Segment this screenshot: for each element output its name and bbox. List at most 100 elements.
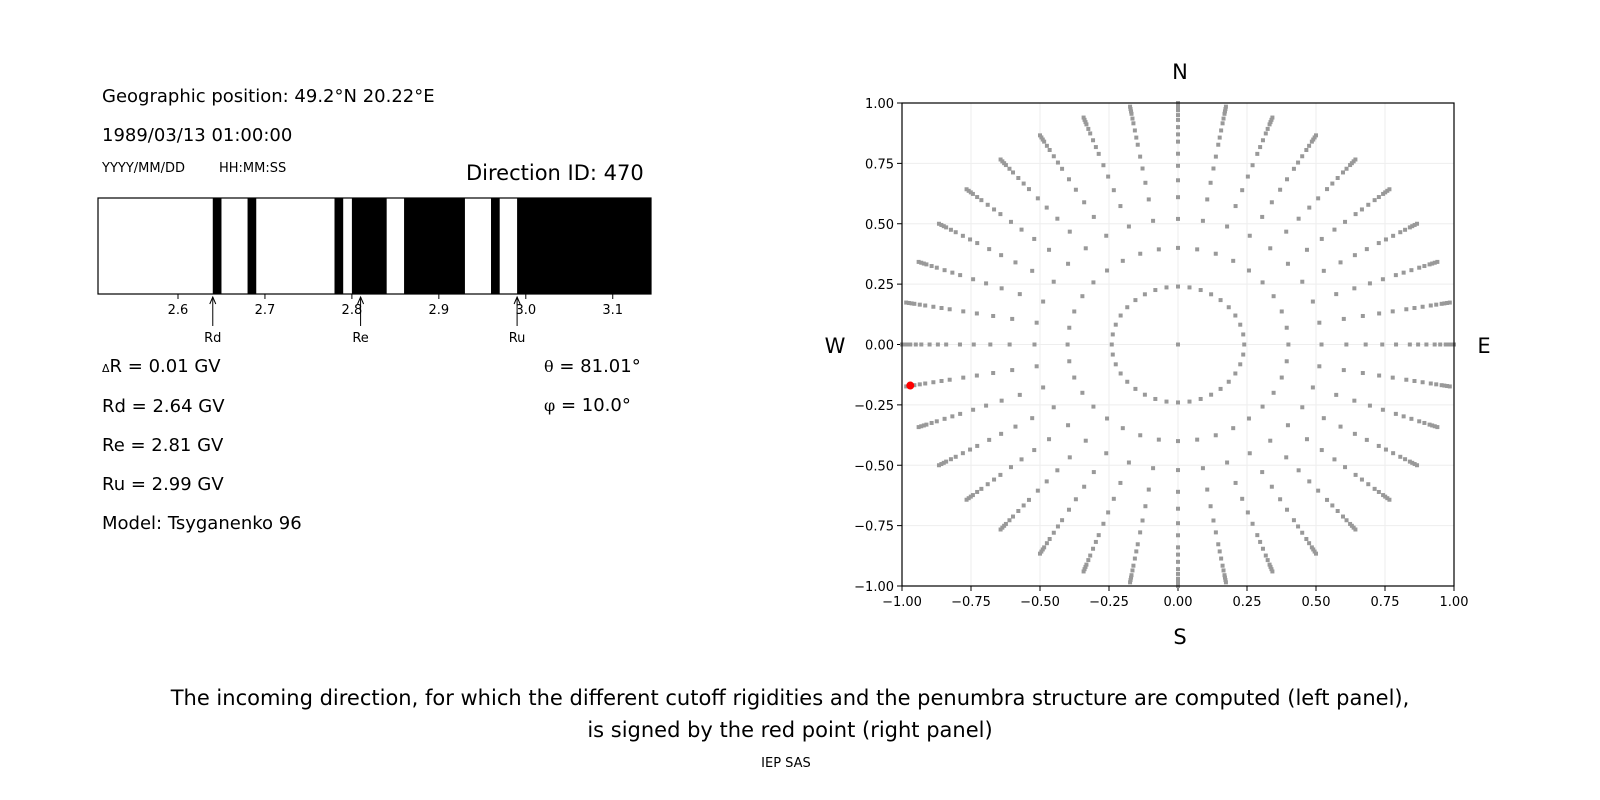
model: Model: Tsyganenko 96 — [102, 513, 302, 534]
data-point — [1187, 399, 1192, 404]
data-point — [1300, 154, 1305, 159]
forbidden-band — [334, 198, 344, 294]
compass-e: E — [1477, 334, 1490, 358]
data-point — [931, 380, 936, 385]
data-point — [1164, 399, 1169, 404]
data-point — [1447, 384, 1452, 389]
data-point — [1093, 539, 1098, 544]
data-point — [1285, 507, 1290, 512]
data-point — [1101, 521, 1106, 526]
data-point — [1268, 120, 1273, 125]
data-point — [1430, 261, 1435, 266]
data-point — [1263, 131, 1268, 136]
data-point — [1176, 216, 1180, 221]
x-tick-label: 3.0 — [515, 303, 536, 318]
direction-chart: −1.00−1.00 −0.75 −0.75 −0.50 −0.50 −0.25 −0.25… — [825, 60, 1491, 649]
data-point — [1258, 145, 1263, 150]
data-point — [931, 304, 936, 309]
data-point — [1319, 448, 1324, 453]
data-point — [1250, 521, 1255, 526]
data-point — [1035, 488, 1040, 493]
data-point — [1335, 508, 1340, 513]
data-point — [1176, 571, 1180, 576]
data-point — [1086, 558, 1091, 563]
data-point — [1034, 320, 1039, 325]
data-point — [1146, 487, 1151, 492]
data-point — [1407, 225, 1412, 230]
data-point — [975, 489, 980, 494]
data-point — [1359, 477, 1364, 482]
data-point — [1060, 518, 1065, 523]
data-point — [968, 494, 973, 499]
data-point — [1312, 549, 1317, 554]
data-point — [1132, 128, 1137, 133]
data-point — [999, 286, 1004, 291]
data-point — [1385, 496, 1390, 501]
data-point — [1040, 547, 1045, 552]
x-tick-label: 3.1 — [602, 303, 623, 318]
data-point — [1143, 180, 1148, 185]
data-point — [939, 462, 944, 467]
data-point — [1039, 549, 1044, 554]
data-point — [1135, 142, 1140, 147]
data-point — [1086, 126, 1091, 131]
data-point — [1434, 302, 1439, 307]
data-point — [1007, 518, 1012, 523]
data-point — [1415, 221, 1420, 226]
data-point — [1032, 342, 1037, 347]
data-point — [1445, 300, 1450, 305]
data-point — [1110, 352, 1115, 357]
data-point — [1226, 379, 1231, 384]
arrow-head — [357, 295, 365, 305]
data-point — [1134, 135, 1139, 140]
data-point — [948, 227, 953, 232]
data-point — [1067, 325, 1072, 330]
data-point — [923, 303, 928, 308]
theta-value: = 81.01° — [559, 356, 641, 377]
data-point — [1176, 113, 1180, 118]
data-point — [1176, 400, 1180, 405]
data-point — [1316, 196, 1321, 201]
data-point — [1390, 375, 1395, 380]
data-point — [1250, 163, 1255, 168]
x-tick-label: 2.9 — [428, 303, 449, 318]
data-point — [1265, 558, 1270, 563]
data-point — [1082, 200, 1087, 205]
data-point — [1439, 383, 1444, 388]
data-point — [1311, 547, 1316, 552]
data-point — [1246, 268, 1251, 273]
data-point — [1383, 494, 1388, 499]
data-point — [1258, 539, 1263, 544]
data-point — [1110, 332, 1115, 337]
data-point — [1268, 246, 1273, 251]
data-point — [1296, 160, 1301, 165]
data-point — [1432, 342, 1437, 347]
data-point — [1096, 151, 1101, 156]
data-point — [1176, 468, 1180, 473]
rd-value: Rd = 2.64 GV — [102, 396, 225, 417]
data-point — [964, 187, 969, 192]
data-point — [929, 420, 934, 425]
data-point — [1316, 488, 1321, 493]
data-point — [1055, 524, 1060, 529]
data-point — [1176, 342, 1180, 347]
data-point — [1391, 451, 1396, 456]
data-point — [1120, 426, 1125, 431]
y-tick-label: −1.00 — [854, 580, 894, 595]
data-point — [1432, 260, 1437, 265]
data-point — [1216, 142, 1221, 147]
data-point — [1176, 521, 1180, 526]
data-point — [1007, 342, 1012, 347]
data-point — [1176, 103, 1180, 108]
data-point — [1104, 233, 1109, 238]
arrow-head — [513, 295, 521, 305]
x-tick-label: 0.00 — [1164, 595, 1193, 610]
data-point — [964, 497, 969, 502]
data-point — [1325, 187, 1330, 192]
data-point — [1247, 233, 1252, 238]
y-tick-label: 0.75 — [865, 157, 894, 172]
datetime: 1989/03/13 01:00:00 — [102, 125, 293, 146]
data-point — [1296, 524, 1301, 529]
compass-w: W — [825, 334, 846, 358]
data-point — [1383, 447, 1388, 452]
